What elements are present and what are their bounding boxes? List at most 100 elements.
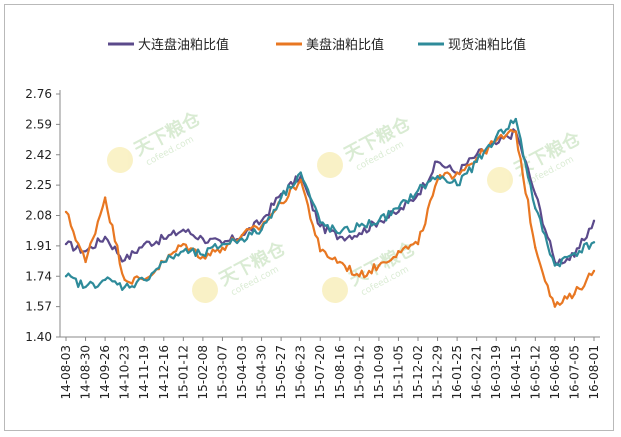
series-point	[475, 153, 478, 156]
series-point	[299, 178, 302, 181]
x-tick-label: 16-04-15	[509, 345, 523, 399]
series-point	[436, 174, 439, 178]
x-tick-label: 15-12-29	[431, 345, 445, 399]
series-point	[553, 264, 557, 267]
series-point	[338, 232, 341, 235]
legend-label: 现货油粕比值	[448, 37, 526, 53]
series-point	[553, 305, 557, 308]
x-tick-label: 14-12-16	[157, 345, 171, 399]
series-point	[221, 242, 224, 246]
series-point	[397, 207, 400, 210]
watermark-logo-icon	[322, 277, 348, 303]
series-line	[65, 117, 595, 291]
series-point	[397, 250, 400, 253]
x-tick-label: 16-01-25	[450, 345, 464, 399]
series-point	[123, 258, 126, 262]
x-tick-label: 15-08-16	[333, 345, 347, 399]
series-point	[162, 260, 165, 264]
series-point	[592, 241, 596, 244]
series-point	[455, 171, 459, 174]
series-point	[84, 285, 87, 289]
x-tick-label: 16-05-12	[528, 345, 542, 399]
series-point	[514, 130, 517, 133]
series-point	[534, 246, 537, 249]
y-tick-label: 2.76	[25, 87, 52, 101]
watermark-logo-icon	[487, 167, 513, 193]
series-point	[143, 278, 146, 282]
series-point	[103, 196, 107, 199]
y-tick-label: 2.42	[25, 148, 52, 162]
y-tick-label: 1.57	[25, 300, 52, 314]
series-point	[162, 237, 165, 240]
series-point	[64, 210, 68, 214]
chart-axes: 2.76 2.59 2.42 2.25 2.08 1.91 1.74 1.57 1.40 14-0…	[25, 87, 601, 399]
series-point	[260, 228, 263, 231]
series-point	[84, 260, 87, 264]
series-point	[416, 189, 420, 192]
x-tick-label: 15-01-12	[176, 345, 190, 399]
series-point	[495, 135, 498, 139]
y-tick-label: 1.74	[25, 269, 52, 283]
series-point	[592, 269, 596, 273]
x-tick-label: 14-11-19	[137, 345, 151, 399]
series-point	[84, 250, 87, 253]
x-tick-label: 15-10-09	[372, 345, 386, 399]
x-tick-label: 16-07-05	[567, 345, 581, 399]
x-tick-label: 15-06-23	[294, 345, 308, 399]
series-point	[514, 117, 517, 121]
series-point	[358, 232, 361, 235]
series-point	[64, 275, 68, 278]
series-point	[416, 192, 420, 196]
series-point	[182, 242, 185, 246]
series-point	[201, 253, 205, 257]
watermark-logo-icon	[317, 152, 343, 178]
series-point	[201, 237, 205, 240]
series-point	[260, 219, 263, 223]
series-point	[279, 196, 283, 199]
series-point	[416, 242, 420, 246]
x-tick-label: 16-03-19	[489, 345, 503, 399]
chart-legend: 大连盘油粕比值 美盘油粕比值 现货油粕比值	[108, 37, 526, 53]
legend-label: 美盘油粕比值	[306, 37, 384, 53]
x-tick-label: 15-11-05	[391, 345, 405, 399]
x-tick-label: 14-08-03	[59, 345, 73, 399]
x-tick-label: 15-12-02	[411, 345, 425, 399]
x-tick-label: 15-02-08	[196, 345, 210, 399]
series-point	[534, 192, 537, 196]
series-point	[592, 219, 596, 223]
series-point	[377, 219, 381, 223]
y-tick-label: 2.25	[25, 178, 52, 192]
series-point	[64, 242, 68, 246]
legend-label: 大连盘油粕比值	[138, 37, 229, 53]
series-point	[123, 285, 126, 289]
x-tick-label: 14-08-30	[79, 345, 93, 399]
x-tick-label: 14-09-26	[98, 345, 112, 399]
series-point	[455, 183, 459, 187]
x-tick-label: 15-07-20	[313, 345, 327, 399]
series-point	[299, 171, 302, 174]
series-point	[123, 278, 126, 282]
series-point	[319, 225, 322, 228]
watermark-logo-icon	[192, 277, 218, 303]
series-point	[573, 292, 576, 296]
x-tick-label: 15-09-12	[352, 345, 366, 399]
series-point	[495, 142, 498, 146]
series-point	[338, 235, 341, 239]
series-point	[436, 160, 439, 164]
chart-frame	[4, 4, 614, 431]
x-tick-label: 15-03-07	[215, 345, 229, 399]
series-point	[436, 178, 439, 181]
series-point	[103, 235, 107, 239]
x-tick-label: 15-04-30	[255, 345, 269, 399]
series-point	[377, 264, 381, 267]
series-point	[319, 221, 322, 224]
series-point	[221, 246, 224, 249]
x-tick-label: 16-02-21	[470, 345, 484, 399]
series-point	[240, 237, 244, 240]
x-tick-label: 15-04-03	[235, 345, 249, 399]
series-point	[573, 251, 576, 255]
